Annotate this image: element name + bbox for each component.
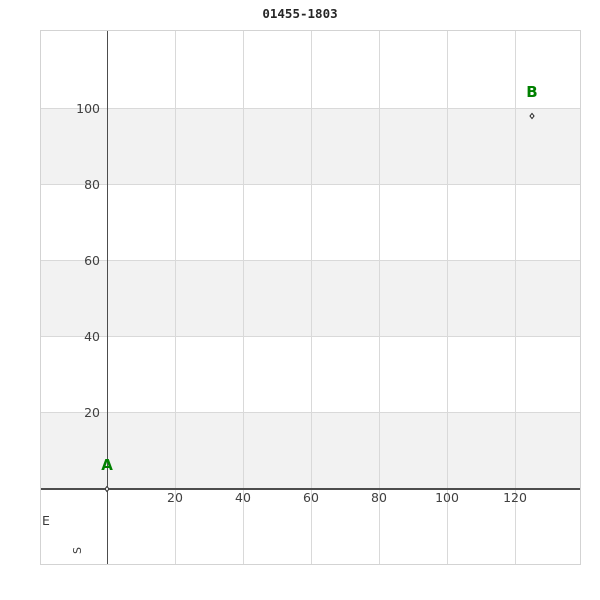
point-label-B: B [526, 83, 538, 102]
y-axis-label: S [70, 547, 84, 554]
x-tick-label-100: 100 [435, 490, 459, 505]
x-tick-label-120: 120 [503, 490, 527, 505]
y-axis-line [106, 31, 108, 564]
x-tick-label-80: 80 [371, 490, 387, 505]
gridline-y-60 [41, 260, 580, 261]
gridline-y-100 [41, 108, 580, 109]
gridline-x-40 [242, 31, 244, 564]
y-tick-label-60: 60 [84, 252, 100, 268]
gridline-x-100 [446, 31, 448, 564]
x-tick-label-60: 60 [303, 490, 319, 505]
point-label-A: A [101, 455, 113, 474]
gridline-y-40 [41, 336, 580, 337]
gridline-x-60 [310, 31, 312, 564]
gridline-x-120 [514, 31, 516, 564]
y-tick-label-20: 20 [84, 404, 100, 420]
x-axis-label: E [42, 513, 50, 528]
gridline-y-80 [41, 184, 580, 185]
chart-title: 01455-1803 [262, 6, 338, 21]
gridline-x-20 [174, 31, 176, 564]
plot-area: 20 40 60 80 100 120 20 40 60 80 100 A B [40, 30, 581, 565]
y-tick-label-100: 100 [76, 100, 100, 116]
y-tick-label-80: 80 [84, 176, 100, 192]
x-axis-line [41, 488, 580, 490]
gridline-y-20 [41, 412, 580, 413]
y-tick-label-40: 40 [84, 328, 100, 344]
x-tick-label-40: 40 [235, 490, 251, 505]
gridline-x-80 [378, 31, 380, 564]
x-tick-label-20: 20 [167, 490, 183, 505]
